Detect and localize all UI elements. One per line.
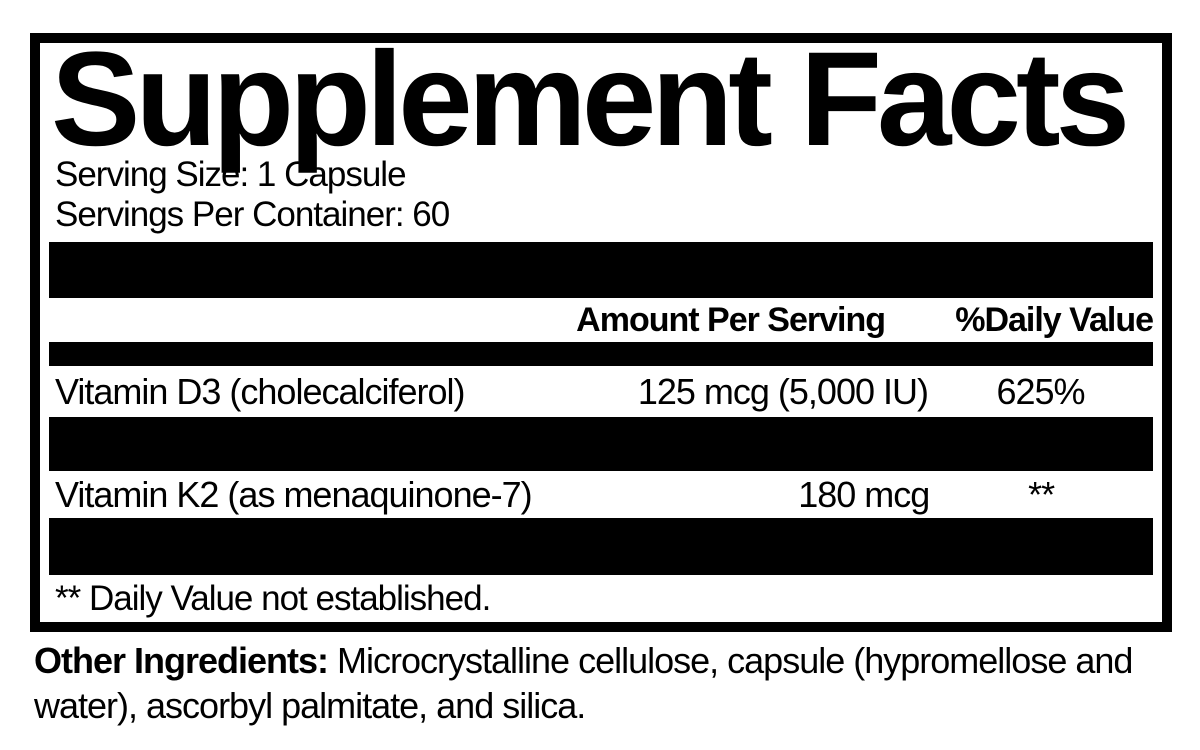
divider-bar-between-rows: [49, 417, 1153, 471]
column-header-row: Amount Per Serving %Daily Value: [49, 298, 1154, 342]
other-ingredients: Other Ingredients: Microcrystalline cell…: [34, 638, 1174, 728]
footnote: ** Daily Value not established.: [55, 578, 491, 618]
servings-per-container: Servings Per Container: 60: [55, 195, 450, 234]
daily-value-header: %Daily Value: [955, 300, 1154, 339]
nutrient-daily-value: 625%: [996, 370, 1085, 412]
nutrient-amount: 125 mcg (5,000 IU): [637, 370, 929, 412]
divider-bar-above-footnote: [49, 518, 1153, 575]
nutrient-row-vitamin-d3: Vitamin D3 (cholecalciferol) 125 mcg (5,…: [49, 366, 1153, 417]
serving-size: Serving Size: 1 Capsule: [55, 155, 407, 194]
nutrient-name: Vitamin K2 (as menaquinone-7): [55, 473, 533, 515]
panel-title: Supplement Facts: [51, 33, 1130, 174]
supplement-facts-panel: Supplement Facts Serving Size: 1 Capsule…: [30, 33, 1172, 632]
divider-bar-top: [49, 242, 1153, 298]
nutrient-row-vitamin-k2: Vitamin K2 (as menaquinone-7) 180 mcg **: [49, 471, 1153, 518]
nutrient-daily-value: **: [1028, 473, 1055, 515]
other-ingredients-label: Other Ingredients:: [34, 640, 329, 681]
nutrient-name: Vitamin D3 (cholecalciferol): [55, 370, 466, 412]
other-ingredients-text: Microcrystalline cellulose, capsule (hyp…: [34, 640, 1133, 726]
nutrient-amount: 180 mcg: [798, 473, 930, 515]
amount-per-serving-header: Amount Per Serving: [576, 300, 886, 339]
divider-bar-under-header: [49, 342, 1153, 366]
